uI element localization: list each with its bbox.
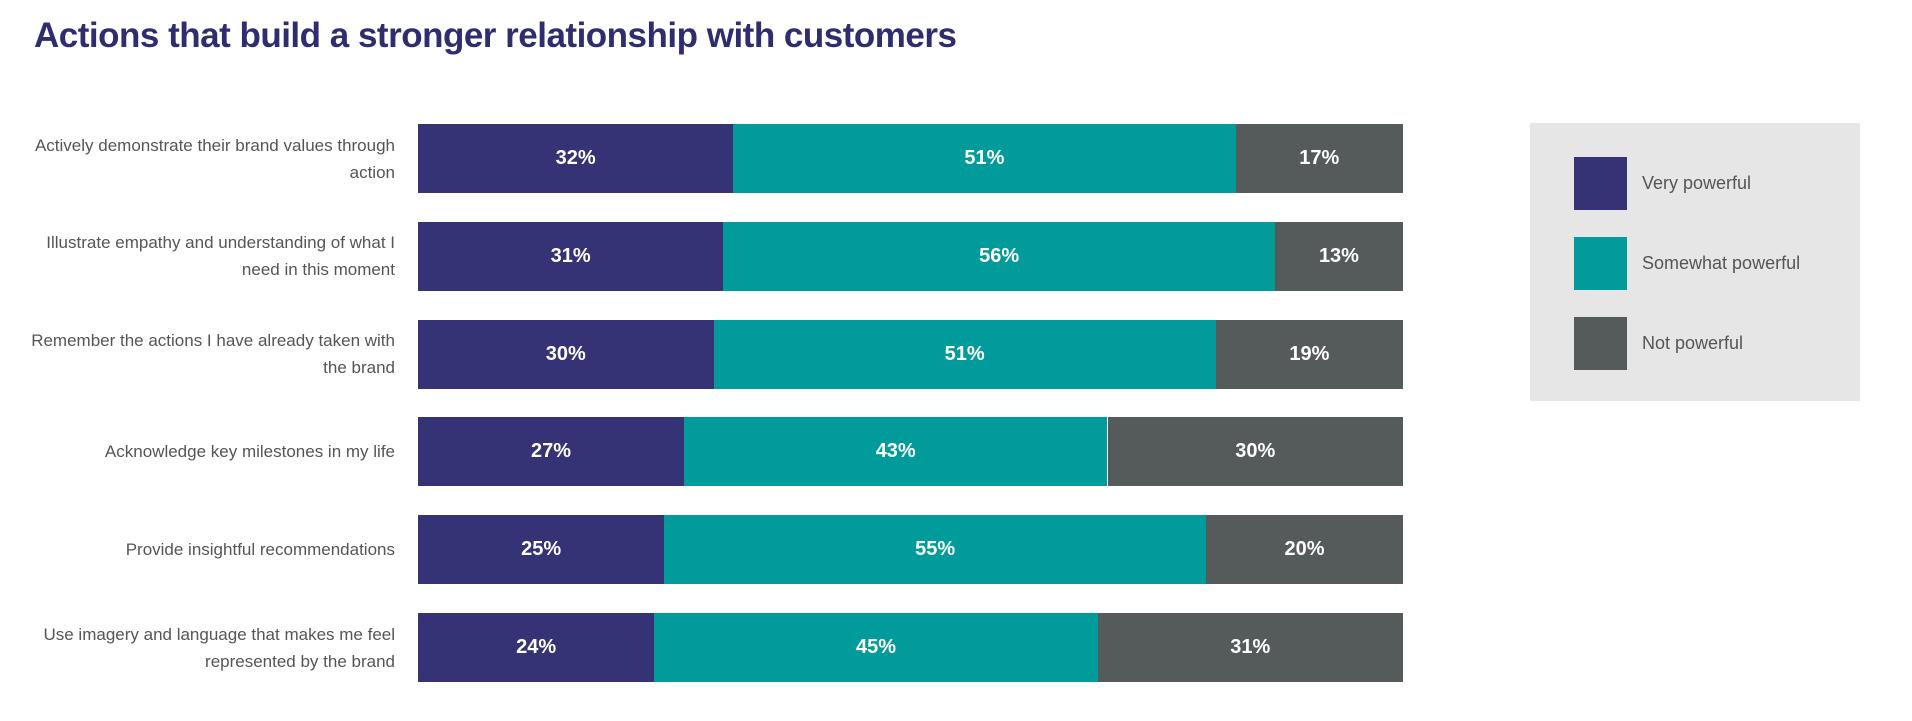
bar-segment: 51%	[733, 124, 1236, 193]
data-label: 19%	[1289, 342, 1330, 365]
data-label: 13%	[1318, 244, 1359, 267]
legend-label: Somewhat powerful	[1642, 253, 1801, 273]
bar-segment: 27%	[418, 417, 684, 487]
data-label: 30%	[545, 342, 586, 365]
legend-label: Not powerful	[1642, 333, 1744, 353]
bar-segment: 30%	[418, 319, 714, 389]
bar-segment: 51%	[713, 319, 1216, 389]
bar-segment: 32%	[418, 124, 734, 193]
bar-segment: 31%	[1097, 613, 1403, 682]
legend-swatch	[1574, 317, 1627, 370]
data-label: 51%	[944, 342, 985, 365]
legend-swatch	[1574, 157, 1627, 210]
bar-segment: 19%	[1215, 319, 1403, 389]
category-label: Illustrate empathy and understanding of …	[46, 233, 395, 280]
bar-segment: 31%	[418, 221, 724, 291]
bar-segment: 17%	[1235, 124, 1403, 193]
data-label: 31%	[550, 244, 591, 267]
data-label: 27%	[530, 440, 571, 463]
category-label: Provide insightful recommendations	[125, 540, 395, 560]
bar-segment: 43%	[683, 417, 1108, 487]
category-label: Remember the actions I have already take…	[31, 331, 395, 378]
bar-segment: 25%	[418, 515, 665, 585]
data-label: 31%	[1230, 636, 1271, 658]
data-label: 56%	[979, 244, 1020, 267]
data-label: 24%	[516, 636, 557, 658]
data-label: 20%	[1284, 538, 1325, 561]
category-label: Use imagery and language that makes me f…	[43, 624, 395, 671]
bar-segment: 45%	[654, 613, 1098, 682]
bar-segment: 20%	[1206, 515, 1403, 585]
bar-segment: 24%	[418, 613, 655, 682]
data-label: 30%	[1235, 440, 1276, 463]
legend: Very powerful Somewhat powerful Not powerf…	[1530, 123, 1860, 401]
bar-segment: 55%	[664, 515, 1206, 585]
chart-title: Actions that build a stronger relationsh…	[34, 16, 957, 55]
data-label: 17%	[1299, 147, 1340, 169]
data-label: 25%	[521, 538, 562, 561]
legend-label: Very powerful	[1642, 173, 1752, 193]
data-label: 32%	[555, 147, 596, 169]
bar-segment: 13%	[1274, 221, 1403, 291]
bar-segment: 30%	[1107, 417, 1403, 487]
data-label: 55%	[915, 538, 956, 561]
legend-swatch	[1574, 237, 1627, 290]
category-label: Acknowledge key milestones in my life	[104, 442, 395, 462]
data-label: 51%	[964, 147, 1005, 169]
data-label: 43%	[875, 440, 916, 463]
data-label: 45%	[856, 636, 897, 658]
bar-segment: 56%	[723, 221, 1275, 291]
category-label: Actively demonstrate their brand values …	[34, 135, 395, 182]
